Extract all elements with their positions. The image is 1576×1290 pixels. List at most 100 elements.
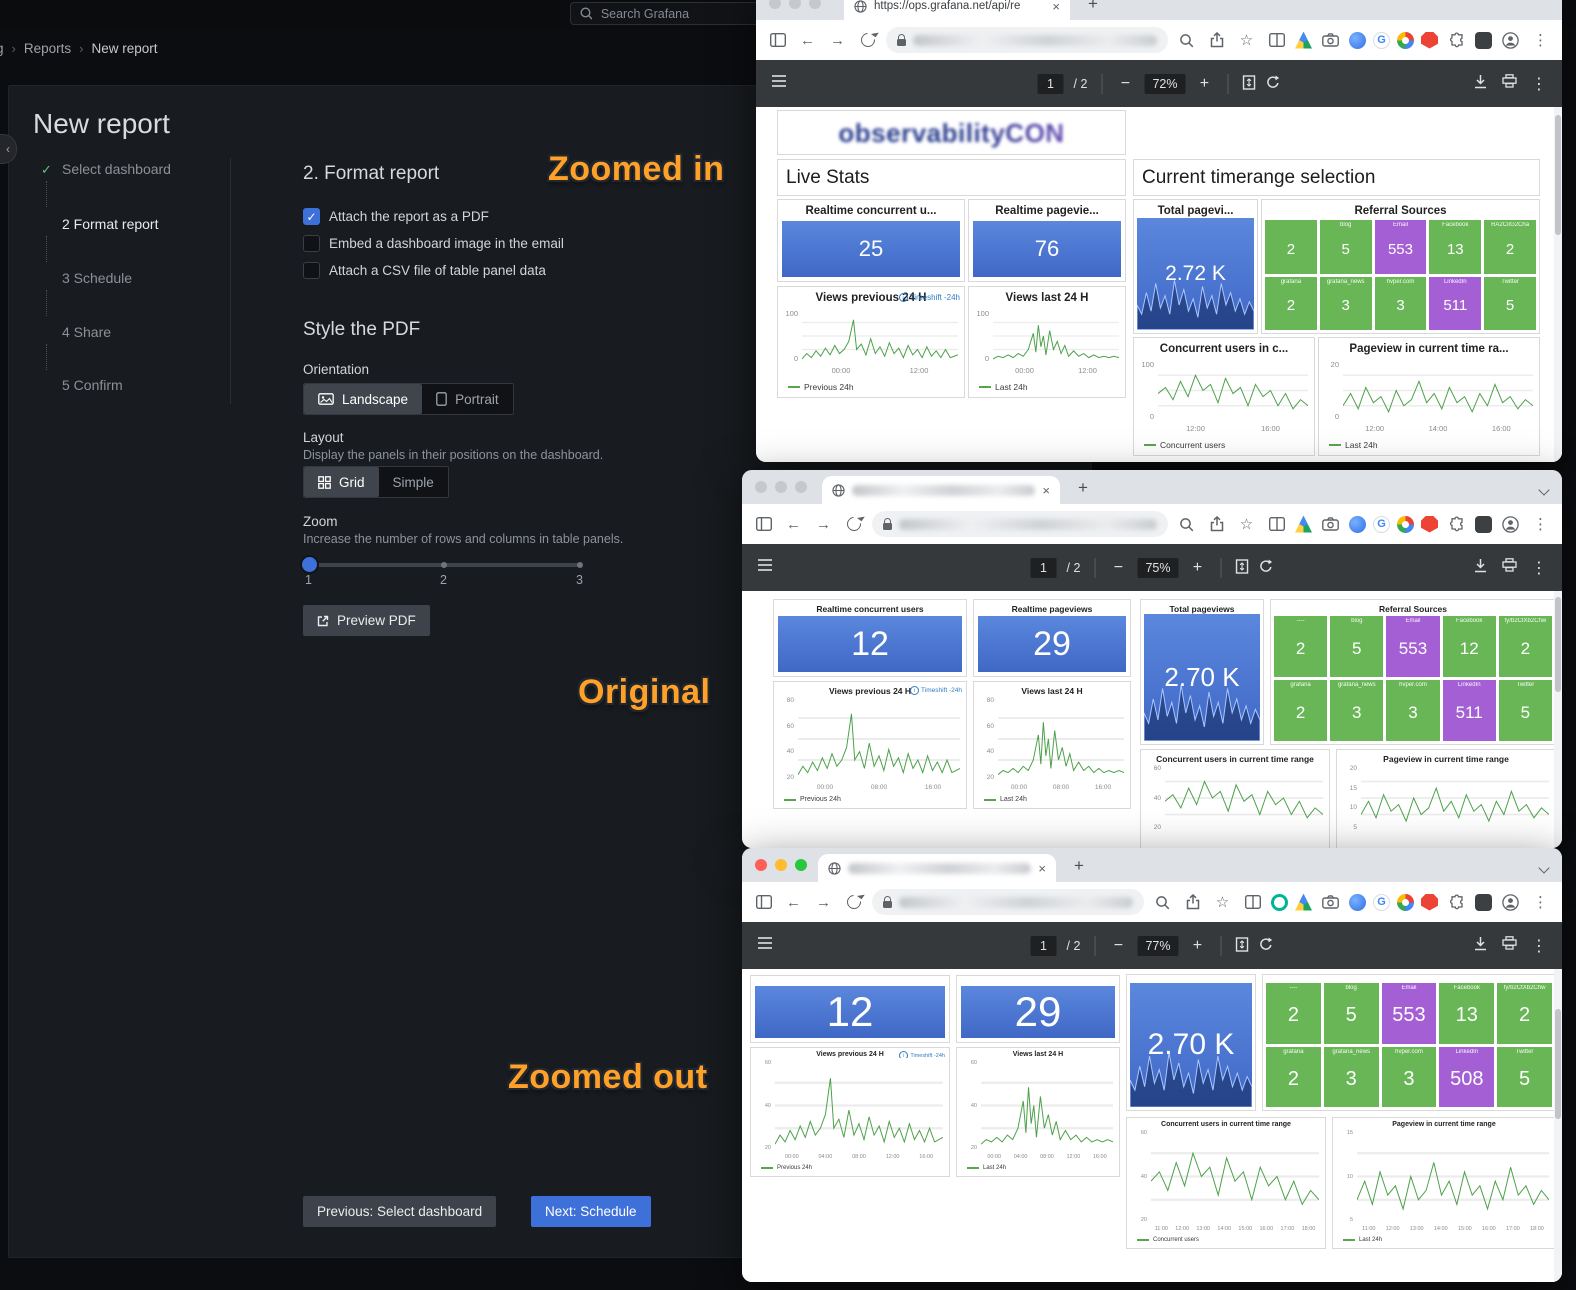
orientation-option-landscape[interactable]: Landscape bbox=[304, 384, 423, 414]
extensions-puzzle-icon[interactable] bbox=[1445, 28, 1468, 52]
camera-extension-icon[interactable] bbox=[1319, 28, 1342, 52]
browser-menu-icon[interactable]: ⋮ bbox=[1533, 32, 1548, 49]
address-bar[interactable] bbox=[886, 27, 1168, 53]
split-view-icon[interactable] bbox=[1265, 512, 1288, 536]
wizard-step-confirm[interactable]: 5 Confirm bbox=[62, 377, 123, 393]
pdf-sidebar-icon[interactable] bbox=[757, 558, 773, 577]
close-window-button[interactable] bbox=[755, 859, 767, 871]
tab-search-chevron-icon[interactable] bbox=[1538, 862, 1550, 874]
pdf-download-icon[interactable] bbox=[1473, 74, 1488, 94]
new-tab-button[interactable]: + bbox=[1078, 478, 1088, 497]
profile-avatar-icon[interactable] bbox=[1499, 28, 1522, 52]
pdf-zoom-in-icon[interactable]: + bbox=[1192, 936, 1203, 954]
reload-icon[interactable] bbox=[842, 890, 865, 914]
profile-avatar-icon[interactable] bbox=[1499, 512, 1522, 536]
pdf-zoom-out-icon[interactable]: − bbox=[1113, 936, 1124, 954]
checkbox-attach-csv[interactable]: Attach a CSV file of table panel data bbox=[303, 262, 546, 279]
minimize-window-button[interactable] bbox=[775, 859, 787, 871]
pdf-zoom-in-icon[interactable]: + bbox=[1192, 558, 1203, 576]
back-icon[interactable]: ← bbox=[800, 31, 815, 49]
pinwheel-extension-icon[interactable] bbox=[1397, 515, 1414, 533]
minimize-window-button[interactable] bbox=[775, 481, 787, 493]
pdf-scrollbar[interactable] bbox=[1554, 969, 1562, 1282]
next-schedule-button[interactable]: Next: Schedule bbox=[531, 1196, 651, 1227]
pdf-zoom-out-icon[interactable]: − bbox=[1113, 558, 1124, 576]
zoom-page-icon[interactable] bbox=[1175, 28, 1198, 52]
pdf-fit-page-icon[interactable] bbox=[1242, 74, 1256, 93]
dark-mode-extension-icon[interactable] bbox=[1475, 893, 1492, 911]
forward-icon[interactable]: → bbox=[816, 893, 831, 911]
pdf-more-icon[interactable]: ⋮ bbox=[1531, 559, 1547, 577]
google-g-extension-icon[interactable]: G bbox=[1373, 893, 1390, 911]
pdf-download-icon[interactable] bbox=[1473, 936, 1488, 956]
address-bar[interactable] bbox=[872, 511, 1168, 537]
adblock-shield-extension-icon[interactable] bbox=[1421, 515, 1438, 533]
drive-extension-icon[interactable] bbox=[1295, 893, 1312, 911]
pdf-rotate-icon[interactable] bbox=[1265, 75, 1280, 93]
blue-circle-extension-icon[interactable] bbox=[1349, 31, 1366, 49]
wizard-step-share[interactable]: 4 Share bbox=[62, 324, 111, 340]
pdf-fit-page-icon[interactable] bbox=[1235, 936, 1249, 955]
minimize-window-button[interactable] bbox=[789, 0, 801, 9]
sidebar-toggle-icon[interactable] bbox=[752, 512, 775, 536]
new-tab-button[interactable]: + bbox=[1074, 856, 1084, 875]
pinwheel-extension-icon[interactable] bbox=[1397, 31, 1414, 49]
pdf-rotate-icon[interactable] bbox=[1258, 559, 1273, 577]
pdf-download-icon[interactable] bbox=[1473, 558, 1488, 578]
sidebar-toggle-icon[interactable] bbox=[766, 28, 789, 52]
checkbox-embed-image[interactable]: Embed a dashboard image in the email bbox=[303, 235, 564, 252]
browser-tab[interactable]: https://ops.grafana.net/api/re × bbox=[844, 0, 1070, 20]
layout-option-simple[interactable]: Simple bbox=[379, 467, 448, 497]
window-controls[interactable] bbox=[755, 859, 807, 871]
back-icon[interactable]: ← bbox=[786, 515, 801, 533]
forward-icon[interactable]: → bbox=[816, 515, 831, 533]
adblock-shield-extension-icon[interactable] bbox=[1421, 31, 1438, 49]
pdf-sidebar-icon[interactable] bbox=[771, 74, 787, 93]
blue-circle-extension-icon[interactable] bbox=[1349, 893, 1366, 911]
layout-option-grid[interactable]: Grid bbox=[304, 467, 379, 497]
share-icon[interactable] bbox=[1181, 890, 1204, 914]
checkbox-attach-pdf[interactable]: ✓ Attach the report as a PDF bbox=[303, 208, 489, 225]
dark-mode-extension-icon[interactable] bbox=[1475, 515, 1492, 533]
preview-pdf-button[interactable]: Preview PDF bbox=[303, 605, 430, 636]
pdf-zoom-level[interactable]: 72% bbox=[1144, 73, 1186, 94]
pdf-scrollbar[interactable] bbox=[1554, 107, 1562, 462]
orientation-option-portrait[interactable]: Portrait bbox=[422, 384, 513, 414]
google-g-extension-icon[interactable]: G bbox=[1373, 31, 1390, 49]
pdf-more-icon[interactable]: ⋮ bbox=[1531, 937, 1547, 955]
pdf-page-number[interactable]: 1 bbox=[1037, 73, 1064, 94]
pdf-zoom-level[interactable]: 77% bbox=[1137, 935, 1179, 956]
wizard-step-format-report[interactable]: 2 Format report bbox=[62, 216, 158, 232]
zoom-slider-handle[interactable] bbox=[302, 557, 317, 572]
window-controls[interactable] bbox=[755, 481, 807, 493]
profile-avatar-icon[interactable] bbox=[1499, 890, 1522, 914]
pdf-page-number[interactable]: 1 bbox=[1030, 935, 1057, 956]
fullscreen-window-button[interactable] bbox=[795, 481, 807, 493]
breadcrumb-item-reports[interactable]: Reports bbox=[23, 41, 72, 56]
drive-extension-icon[interactable] bbox=[1295, 515, 1312, 533]
zoom-page-icon[interactable] bbox=[1175, 512, 1198, 536]
pdf-page-number[interactable]: 1 bbox=[1030, 557, 1057, 578]
bookmark-star-icon[interactable]: ☆ bbox=[1239, 32, 1254, 49]
google-g-extension-icon[interactable]: G bbox=[1373, 515, 1390, 533]
pdf-zoom-out-icon[interactable]: − bbox=[1120, 74, 1131, 92]
back-icon[interactable]: ← bbox=[786, 893, 801, 911]
previous-step-button[interactable]: Previous: Select dashboard bbox=[303, 1196, 497, 1227]
pdf-scrollbar[interactable] bbox=[1554, 591, 1562, 848]
tab-close-icon[interactable]: × bbox=[1042, 482, 1050, 498]
pdf-zoom-level[interactable]: 75% bbox=[1137, 557, 1179, 578]
bookmark-star-icon[interactable]: ☆ bbox=[1215, 894, 1230, 911]
fullscreen-window-button[interactable] bbox=[795, 859, 807, 871]
browser-tab[interactable]: × bbox=[818, 854, 1056, 882]
camera-extension-icon[interactable] bbox=[1319, 512, 1342, 536]
split-view-icon[interactable] bbox=[1265, 28, 1288, 52]
reload-icon[interactable] bbox=[842, 512, 865, 536]
split-view-icon[interactable] bbox=[1241, 890, 1264, 914]
fullscreen-window-button[interactable] bbox=[809, 0, 821, 9]
extensions-puzzle-icon[interactable] bbox=[1445, 890, 1468, 914]
forward-icon[interactable]: → bbox=[830, 31, 845, 49]
extensions-puzzle-icon[interactable] bbox=[1445, 512, 1468, 536]
browser-menu-icon[interactable]: ⋮ bbox=[1533, 516, 1548, 533]
new-tab-button[interactable]: + bbox=[1088, 0, 1098, 13]
address-bar[interactable] bbox=[872, 889, 1144, 915]
